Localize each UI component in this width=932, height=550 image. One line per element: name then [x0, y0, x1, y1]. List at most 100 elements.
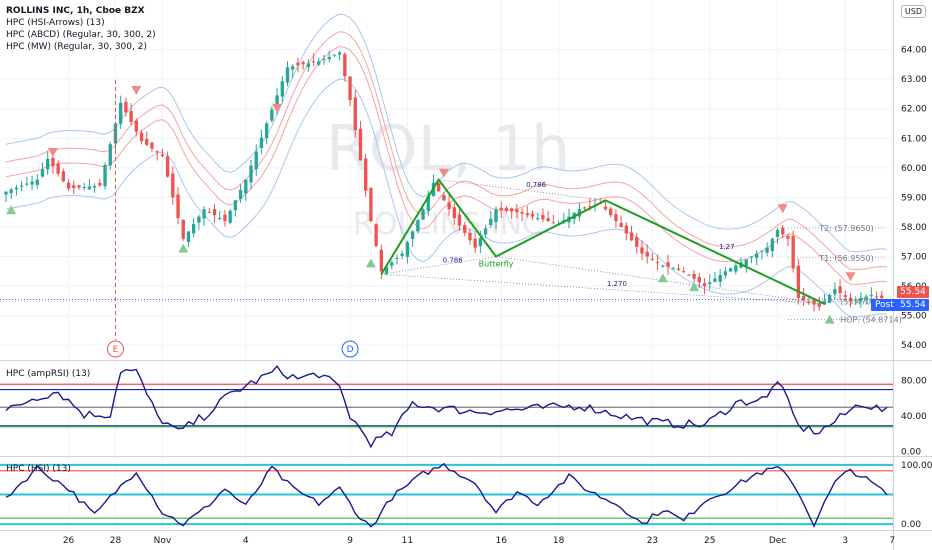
candle[interactable]	[697, 272, 701, 289]
candle[interactable]	[755, 250, 759, 266]
candle[interactable]	[515, 203, 519, 219]
candle[interactable]	[671, 266, 675, 270]
candle[interactable]	[702, 278, 707, 295]
candle[interactable]	[181, 219, 185, 241]
candle[interactable]	[364, 153, 368, 197]
candle[interactable]	[82, 182, 86, 191]
candle[interactable]	[437, 180, 441, 192]
candle[interactable]	[859, 292, 863, 308]
candle[interactable]	[103, 162, 107, 190]
candle[interactable]	[134, 118, 138, 137]
candle[interactable]	[489, 210, 493, 229]
candle[interactable]	[473, 233, 477, 253]
candle[interactable]	[624, 222, 629, 241]
candle[interactable]	[218, 210, 222, 221]
candle[interactable]	[35, 173, 39, 189]
candle[interactable]	[447, 194, 451, 216]
indicator-abcd[interactable]: HPC (ABCD) (Regular, 30, 300, 2)	[6, 30, 156, 40]
candle[interactable]	[801, 287, 806, 306]
candle[interactable]	[525, 205, 529, 218]
candle[interactable]	[207, 207, 211, 214]
candle[interactable]	[311, 53, 316, 67]
candle[interactable]	[421, 207, 425, 221]
candle[interactable]	[150, 141, 154, 152]
candle[interactable]	[332, 54, 337, 58]
candle[interactable]	[264, 121, 269, 145]
candle[interactable]	[353, 89, 357, 138]
candle[interactable]	[92, 183, 97, 194]
candle[interactable]	[796, 258, 801, 305]
candle[interactable]	[760, 250, 764, 260]
candle[interactable]	[619, 215, 623, 228]
candle[interactable]	[119, 95, 123, 130]
candle[interactable]	[358, 120, 363, 161]
candle[interactable]	[650, 252, 655, 261]
candle[interactable]	[687, 274, 691, 276]
candle[interactable]	[463, 222, 467, 237]
currency-button[interactable]: USD	[900, 5, 926, 18]
candle[interactable]	[98, 178, 102, 187]
candle[interactable]	[603, 201, 608, 212]
candle[interactable]	[390, 260, 394, 270]
candle[interactable]	[582, 206, 587, 211]
candle[interactable]	[400, 250, 404, 260]
candle[interactable]	[708, 274, 712, 290]
candle[interactable]	[452, 203, 456, 226]
candle[interactable]	[405, 240, 410, 264]
candle[interactable]	[843, 290, 847, 301]
candle[interactable]	[765, 242, 769, 257]
indicator-hsi-arrows[interactable]: HPC (HSI-Arrows) (13)	[6, 18, 105, 28]
candle[interactable]	[249, 159, 253, 190]
candle[interactable]	[155, 150, 159, 161]
candle[interactable]	[369, 187, 373, 223]
hsi-pane-title[interactable]: HPC (HSI) (13)	[6, 464, 71, 474]
candle[interactable]	[259, 129, 264, 155]
candle[interactable]	[577, 202, 582, 222]
candle[interactable]	[546, 210, 550, 223]
candle[interactable]	[640, 240, 644, 261]
candle[interactable]	[869, 287, 874, 301]
candle[interactable]	[734, 262, 738, 275]
candle[interactable]	[838, 279, 842, 300]
candle[interactable]	[306, 59, 311, 72]
candle[interactable]	[343, 52, 347, 82]
candle[interactable]	[494, 206, 498, 230]
candle[interactable]	[645, 244, 649, 264]
candle[interactable]	[426, 190, 430, 216]
candle[interactable]	[676, 263, 681, 271]
candle[interactable]	[713, 272, 717, 284]
candle[interactable]	[192, 217, 196, 238]
candle[interactable]	[223, 209, 227, 227]
candle[interactable]	[442, 191, 446, 202]
candle[interactable]	[176, 187, 180, 225]
candle[interactable]	[14, 184, 19, 196]
candle[interactable]	[145, 131, 149, 146]
candle[interactable]	[108, 141, 112, 170]
candle[interactable]	[254, 144, 258, 177]
candle[interactable]	[609, 206, 613, 217]
candle[interactable]	[536, 213, 540, 221]
candle[interactable]	[291, 63, 295, 78]
candle[interactable]	[749, 256, 754, 264]
candle[interactable]	[186, 231, 191, 248]
candle[interactable]	[30, 175, 34, 191]
candle[interactable]	[786, 233, 790, 247]
candle[interactable]	[655, 254, 660, 271]
candle[interactable]	[87, 179, 92, 190]
candle[interactable]	[416, 219, 420, 234]
candle[interactable]	[629, 225, 634, 242]
candle[interactable]	[233, 199, 238, 217]
candle[interactable]	[244, 178, 248, 202]
candle[interactable]	[410, 230, 415, 247]
candle[interactable]	[337, 50, 342, 61]
candle[interactable]	[666, 254, 670, 275]
candle[interactable]	[56, 160, 60, 177]
candle[interactable]	[682, 267, 686, 274]
candle[interactable]	[728, 267, 733, 272]
candle[interactable]	[770, 237, 774, 258]
candle[interactable]	[66, 179, 71, 191]
candle[interactable]	[139, 129, 144, 145]
candle[interactable]	[781, 224, 785, 239]
candle[interactable]	[827, 293, 832, 304]
